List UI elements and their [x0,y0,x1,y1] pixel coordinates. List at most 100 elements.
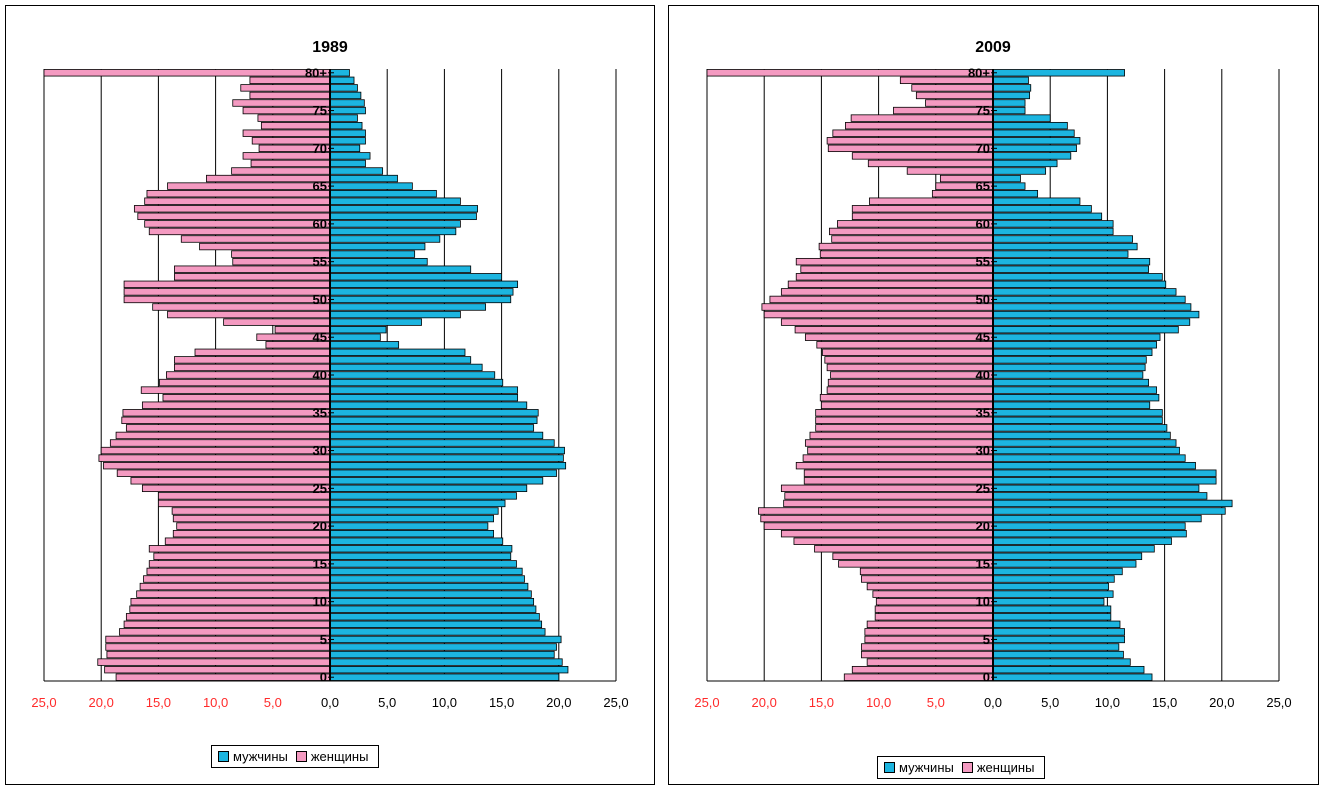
bar-male [329,461,567,470]
bar-female [761,303,994,311]
bar-male [992,280,1167,289]
bar-male [992,265,1149,273]
bar-male [329,560,517,568]
bar-male [992,650,1124,659]
bar-female [804,439,994,447]
bar-male [992,393,1160,402]
bar-female [911,84,994,92]
bar-male [329,552,512,561]
bar-female [763,522,994,530]
bar-female [121,416,331,425]
x-tick-label: 25,0 [603,695,628,710]
bar-male [329,469,557,477]
bar-male [329,288,514,296]
bar-male [329,416,538,425]
bar-male [992,628,1125,636]
bar-male [992,431,1171,440]
chart-title: 1989 [312,39,348,56]
bar-female [249,91,331,100]
bar-female [803,477,994,485]
bar-female [146,567,331,576]
bar-female [98,454,331,462]
bar-female [260,121,331,130]
bar-female [906,167,994,175]
bar-male [992,220,1114,228]
bar-female [866,658,994,666]
bar-male [992,378,1149,387]
bar-male [329,265,472,273]
bar-female [800,265,994,273]
bar-female [119,628,331,636]
bar-female [807,446,994,455]
bar-male [329,446,565,455]
bar-male [329,658,563,666]
bar-female [827,144,994,153]
bar-female [783,499,994,508]
age-tick-label: 45 [976,330,990,345]
bar-female [43,69,331,77]
bar-male [329,129,366,137]
bar-male [992,137,1081,145]
bar-male [329,620,543,629]
bar-female [109,439,331,447]
x-tick-label: 25,0 [694,695,719,710]
x-tick-label: 15,0 [489,695,514,710]
bar-female [819,393,994,402]
bar-male [329,273,503,281]
bar-female [814,545,994,553]
bar-male [329,250,416,258]
bar-female [874,613,994,621]
bar-male [992,658,1131,666]
age-tick-label: 80+ [305,65,327,80]
bar-male [329,529,494,538]
bar-female [869,197,994,205]
bar-male [992,159,1058,168]
bar-female [793,537,994,545]
age-tick-label: 0 [320,670,327,685]
bar-male [992,582,1109,591]
bar-male [329,439,555,447]
x-tick-label: 25,0 [1266,695,1291,710]
x-tick-label: 10,0 [1095,695,1120,710]
bar-female [141,484,331,493]
bar-male [992,514,1202,523]
age-tick-label: 35 [976,405,990,420]
bar-female [97,658,331,666]
bar-female [851,665,994,674]
bar-male [992,673,1153,681]
bar-female [176,522,331,530]
age-tick-label: 15 [976,556,990,571]
bar-female [164,537,331,545]
legend-label-female: женщины [310,749,369,764]
bar-male [329,613,540,621]
bar-female [123,280,331,289]
bar-female [116,469,331,477]
bar-female [130,597,331,606]
age-tick-label: 80+ [968,65,990,80]
age-tick-label: 60 [976,216,990,231]
bar-female [816,341,994,349]
legend-swatch-male [218,751,229,762]
bar-female [795,257,994,266]
bar-male [329,507,499,515]
age-tick-label: 20 [313,519,327,534]
bar-male [329,121,363,130]
bar-male [992,69,1125,77]
bar-male [992,295,1186,304]
bar-male [992,620,1121,629]
bar-female [148,545,331,553]
bar-female [242,129,331,137]
bar-male [992,363,1146,372]
x-tick-label: 5,0 [378,695,396,710]
legend-label-male: мужчины [899,760,954,775]
bar-male [329,114,358,122]
age-tick-label: 10 [976,594,990,609]
x-tick-label: 20,0 [1209,695,1234,710]
bar-male [329,477,544,485]
bar-male [329,310,461,319]
x-tick-label: 15,0 [146,695,171,710]
x-tick-label: 20,0 [752,695,777,710]
bar-female [758,507,994,515]
bar-male [992,446,1180,455]
bar-male [329,235,441,243]
